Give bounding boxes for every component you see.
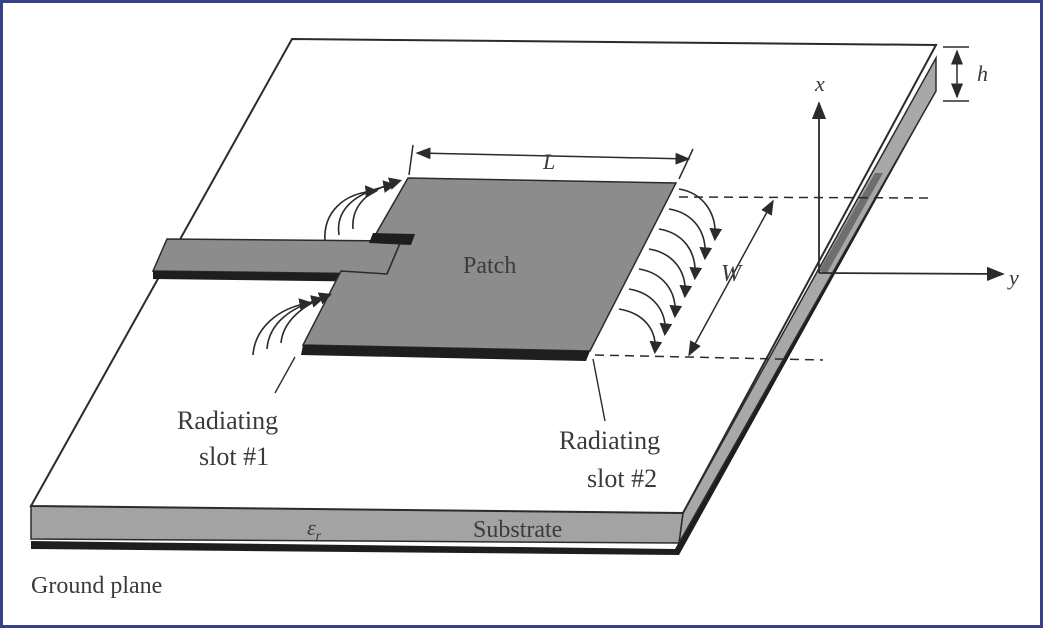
y-axis bbox=[818, 266, 1005, 282]
slot2-label-line1: Radiating bbox=[559, 426, 660, 455]
x-axis-label: x bbox=[814, 71, 825, 96]
feed-line-edge bbox=[153, 271, 387, 282]
slot1-field-arrows bbox=[252, 177, 403, 356]
coordinate-axes bbox=[811, 101, 1005, 282]
height-label: h bbox=[977, 61, 988, 86]
length-label: L bbox=[542, 149, 555, 174]
feed-line-top bbox=[151, 238, 403, 275]
slot1-label-line1: Radiating bbox=[177, 406, 278, 435]
width-dimension bbox=[594, 196, 934, 361]
patch-antenna-diagram: Patch L W h x y Radiating slot #1 Radiat… bbox=[29, 37, 1019, 599]
slot1-label-line2: slot #1 bbox=[199, 442, 269, 471]
patch-front-edge bbox=[301, 345, 590, 361]
height-dimension bbox=[943, 46, 969, 102]
patch-inset-edge bbox=[369, 233, 415, 245]
slot-pointers bbox=[274, 356, 606, 422]
epsilon-label: εr bbox=[307, 515, 322, 544]
ground-plane-label: Ground plane bbox=[31, 573, 162, 599]
slot2-label-line2: slot #2 bbox=[587, 464, 657, 493]
y-axis-label: y bbox=[1007, 265, 1019, 290]
width-label: W bbox=[721, 261, 743, 287]
length-dimension bbox=[408, 144, 694, 180]
patch-label: Patch bbox=[463, 253, 516, 279]
substrate-label: Substrate bbox=[473, 517, 562, 543]
